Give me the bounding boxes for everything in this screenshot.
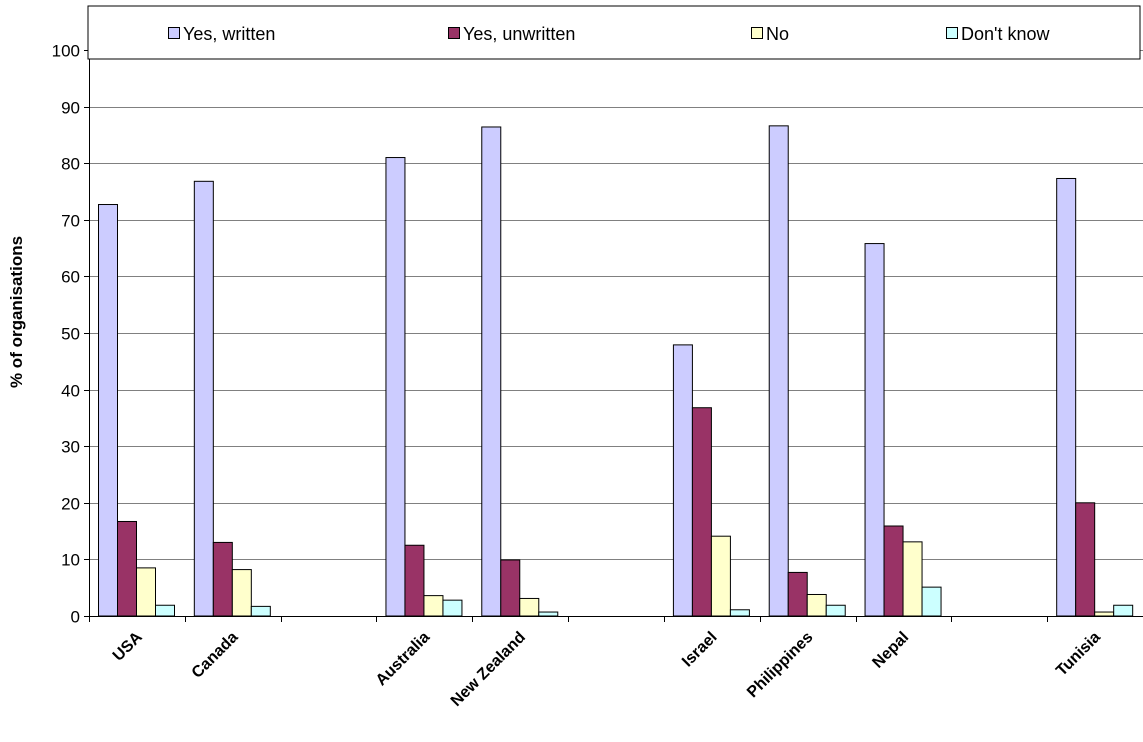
x-category-label: Israel [679, 629, 721, 671]
x-category-label: New Zealand [448, 629, 529, 710]
legend-label: Don't know [961, 24, 1050, 44]
x-category-label: Philippines [744, 629, 816, 701]
bar-yes-written [1056, 177, 1077, 617]
bar-don-t-know [538, 611, 559, 617]
bar-don-t-know [1113, 604, 1134, 617]
bar-no [423, 595, 444, 617]
y-tick-label: 40 [61, 382, 80, 401]
bar-yes-written [98, 204, 118, 617]
bars [98, 125, 1134, 617]
y-tick-label: 70 [61, 212, 80, 231]
bar-no [902, 541, 923, 617]
bar-no [710, 535, 731, 617]
legend: Yes, written Yes, unwritten No Don't know [87, 5, 1141, 60]
legend-label: Yes, written [183, 24, 275, 44]
y-tick-label: 0 [71, 608, 80, 627]
bar-no [136, 567, 156, 617]
bar-don-t-know [442, 599, 463, 617]
bar-yes-written [193, 180, 214, 617]
x-category-label: Australia [373, 629, 434, 690]
bar-don-t-know [921, 586, 942, 617]
bar-yes-unwritten [1075, 502, 1096, 617]
legend-label: No [766, 24, 789, 44]
bar-yes-written [864, 243, 885, 617]
y-tick-label: 60 [61, 268, 80, 287]
bar-no [231, 569, 252, 617]
x-category-label: Canada [189, 629, 242, 682]
bar-don-t-know [250, 605, 271, 617]
bar-yes-unwritten [404, 544, 425, 617]
x-category-label: USA [110, 628, 146, 664]
bar-yes-written [672, 344, 693, 617]
bar-yes-unwritten [691, 407, 712, 617]
y-tick-label: 80 [61, 155, 80, 174]
bar-don-t-know [825, 604, 846, 617]
y-tick-label: 30 [61, 438, 80, 457]
legend-swatch [168, 27, 180, 39]
bar-yes-unwritten [787, 571, 808, 617]
y-axis-title: % of organisations [7, 236, 26, 388]
bar-yes-unwritten [212, 541, 233, 617]
bar-no [1094, 611, 1115, 617]
x-category-label: Tunisia [1053, 629, 1104, 680]
bar-no [519, 597, 540, 617]
bar-don-t-know [155, 604, 175, 617]
gridlines [89, 50, 1143, 560]
legend-swatch [946, 27, 958, 39]
x-category-label: Nepal [869, 629, 912, 672]
bar-yes-written [385, 157, 406, 617]
bar-no [806, 593, 827, 617]
legend-label: Yes, unwritten [463, 24, 575, 44]
y-tick-label: 20 [61, 495, 80, 514]
bar-yes-unwritten [500, 559, 521, 617]
y-tick-label: 10 [61, 551, 80, 570]
bar-don-t-know [729, 609, 750, 617]
legend-swatch [751, 27, 763, 39]
bar-yes-written [481, 126, 502, 617]
legend-swatch [448, 27, 460, 39]
bar-yes-unwritten [117, 520, 137, 617]
y-tick-label: 100 [52, 42, 80, 61]
y-tick-label: 90 [61, 99, 80, 118]
bar-yes-unwritten [883, 525, 904, 617]
bar-yes-written [768, 125, 789, 617]
y-tick-label: 50 [61, 325, 80, 344]
legend-box [87, 5, 1141, 60]
